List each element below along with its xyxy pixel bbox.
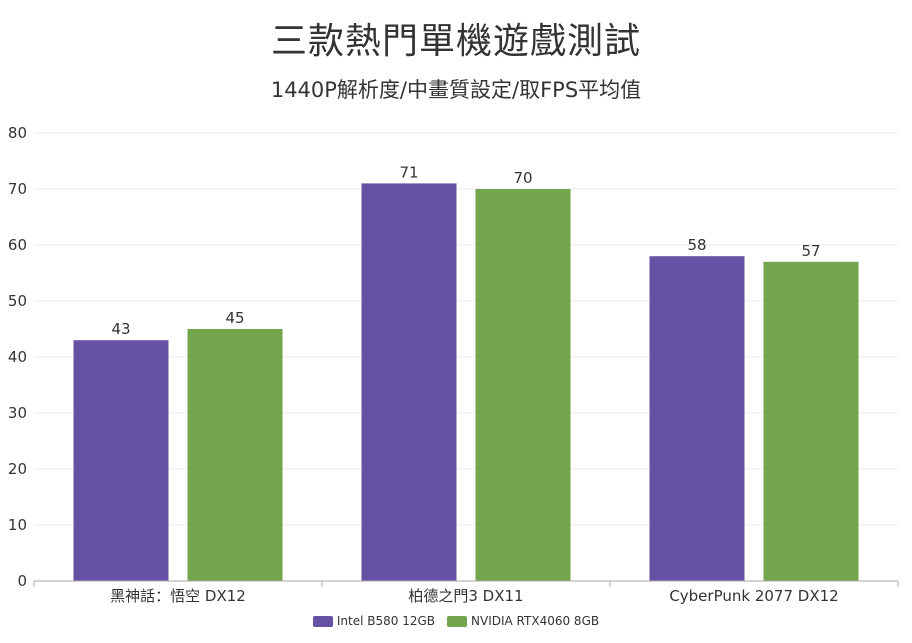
chart-subtitle: 1440P解析度/中畫質設定/取FPS平均值 <box>270 78 642 102</box>
y-tick-label: 30 <box>8 404 27 422</box>
bar <box>187 329 283 581</box>
legend-item[interactable]: Intel B580 12GB <box>312 614 436 628</box>
legend-swatch <box>312 615 333 627</box>
y-tick-label: 60 <box>8 236 27 254</box>
gridlines <box>34 132 898 526</box>
data-label: 45 <box>225 309 244 327</box>
y-tick-label: 50 <box>8 292 27 310</box>
data-label: 57 <box>801 242 820 260</box>
data-label: 71 <box>399 163 418 181</box>
y-tick-label: 20 <box>8 460 27 478</box>
legend-label: Intel B580 12GB <box>336 614 436 628</box>
legend-label: NVIDIA RTX4060 8GB <box>471 614 600 628</box>
legend-item[interactable]: NVIDIA RTX4060 8GB <box>447 614 599 628</box>
data-labels: 43 45 71 70 58 57 <box>111 163 820 338</box>
y-tick-label: 10 <box>8 516 27 534</box>
y-tick-label: 0 <box>17 572 27 590</box>
y-tick-label: 70 <box>8 180 27 198</box>
legend-swatch <box>447 615 468 627</box>
bar <box>73 340 169 581</box>
x-category-label: 黑神話：悟空 DX12 <box>110 587 246 605</box>
data-label: 43 <box>111 320 130 338</box>
x-category-label: 柏德之門3 DX11 <box>408 587 523 605</box>
bar <box>763 261 859 581</box>
y-axis-ticks: 0 10 20 30 40 50 60 70 80 <box>8 124 27 590</box>
chart-title: 三款熱門單機遊戲測試 <box>270 21 641 62</box>
bar <box>361 183 457 581</box>
x-axis <box>33 580 899 587</box>
x-category-label: CyberPunk 2077 DX12 <box>669 587 838 605</box>
bars <box>73 183 859 581</box>
bar <box>649 256 745 581</box>
y-tick-label: 80 <box>8 124 27 142</box>
legend: Intel B580 12GB NVIDIA RTX4060 8GB <box>0 614 912 628</box>
x-axis-categories: 黑神話：悟空 DX12 柏德之門3 DX11 CyberPunk 2077 DX12 <box>110 587 839 605</box>
bar <box>475 189 571 581</box>
data-label: 70 <box>513 169 532 187</box>
y-tick-label: 40 <box>8 348 27 366</box>
data-label: 58 <box>687 236 706 254</box>
